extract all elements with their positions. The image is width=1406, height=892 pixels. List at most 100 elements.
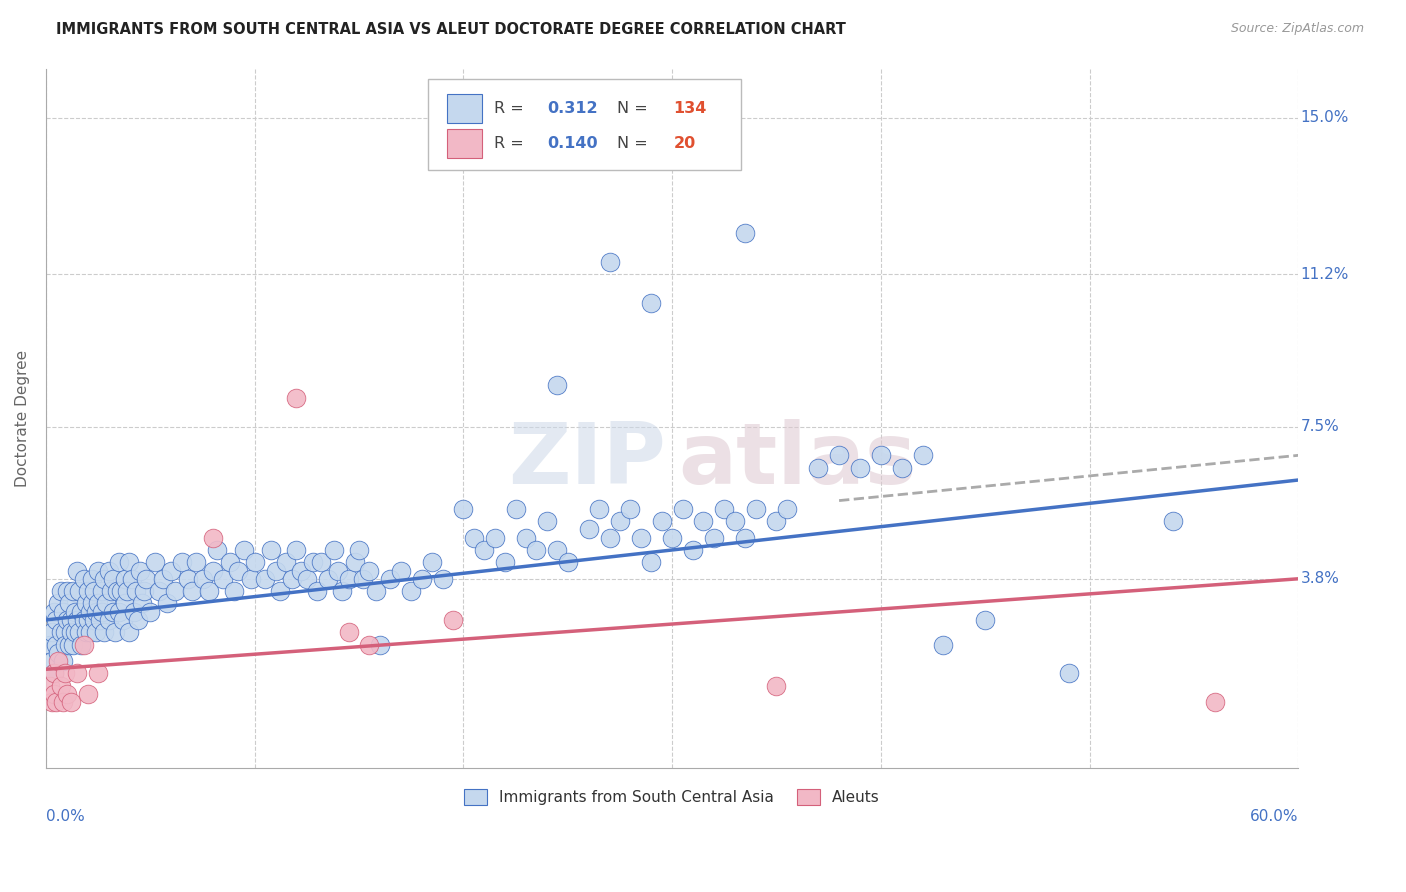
Point: [239, 572, 262, 586]
Point: [328, 564, 350, 578]
Point: [494, 555, 516, 569]
Point: [93, 572, 115, 586]
Point: [170, 555, 193, 569]
Text: 20: 20: [673, 136, 696, 151]
Point: [44, 605, 66, 619]
Point: [83, 613, 105, 627]
Point: [62, 638, 84, 652]
Point: [671, 501, 693, 516]
Point: [143, 555, 166, 569]
Point: [160, 564, 183, 578]
Point: [165, 584, 187, 599]
Point: [453, 501, 475, 516]
Point: [75, 625, 97, 640]
Point: [463, 531, 485, 545]
Point: [72, 613, 94, 627]
Point: [62, 584, 84, 599]
Point: [76, 687, 98, 701]
Point: [45, 695, 67, 709]
Text: ZIP: ZIP: [508, 418, 666, 502]
Point: [135, 572, 157, 586]
Point: [411, 572, 433, 586]
Point: [472, 543, 495, 558]
Point: [41, 654, 63, 668]
Point: [724, 514, 747, 528]
Point: [131, 597, 153, 611]
Point: [58, 597, 80, 611]
Point: [108, 555, 131, 569]
Point: [66, 564, 89, 578]
Point: [96, 597, 118, 611]
Point: [104, 625, 127, 640]
Point: [269, 584, 291, 599]
Point: [110, 584, 132, 599]
Point: [56, 687, 79, 701]
Point: [41, 625, 63, 640]
Point: [76, 584, 98, 599]
Point: [330, 584, 353, 599]
Text: 0.140: 0.140: [547, 136, 598, 151]
Point: [302, 555, 325, 569]
Point: [125, 584, 148, 599]
Point: [337, 625, 360, 640]
Point: [233, 543, 256, 558]
Point: [118, 625, 141, 640]
Point: [58, 638, 80, 652]
Point: [108, 605, 131, 619]
Point: [932, 638, 955, 652]
Point: [546, 378, 568, 392]
Point: [114, 597, 136, 611]
Point: [557, 555, 579, 569]
Point: [640, 555, 662, 569]
Point: [609, 514, 631, 528]
Point: [87, 564, 110, 578]
Point: [80, 597, 103, 611]
Text: 0.312: 0.312: [547, 101, 598, 116]
Point: [368, 638, 391, 652]
Point: [264, 564, 287, 578]
Point: [105, 584, 128, 599]
Point: [67, 584, 90, 599]
Point: [152, 572, 174, 586]
Point: [380, 572, 402, 586]
Text: 134: 134: [673, 101, 707, 116]
Point: [84, 625, 107, 640]
Text: N =: N =: [617, 136, 652, 151]
Point: [260, 543, 283, 558]
Point: [222, 584, 245, 599]
Point: [75, 597, 97, 611]
Text: atlas: atlas: [678, 418, 917, 502]
Point: [87, 666, 110, 681]
Legend: Immigrants from South Central Asia, Aleuts: Immigrants from South Central Asia, Aleu…: [457, 781, 887, 813]
Point: [60, 613, 83, 627]
Point: [807, 460, 830, 475]
Point: [588, 501, 610, 516]
Point: [53, 638, 76, 652]
Point: [505, 501, 527, 516]
Point: [399, 584, 422, 599]
Point: [52, 654, 75, 668]
Point: [347, 543, 370, 558]
Point: [692, 131, 714, 145]
Point: [87, 597, 110, 611]
Point: [526, 543, 548, 558]
Text: 11.2%: 11.2%: [1301, 267, 1350, 282]
Text: 7.5%: 7.5%: [1301, 419, 1340, 434]
Point: [682, 543, 704, 558]
Text: 15.0%: 15.0%: [1301, 111, 1350, 126]
Point: [578, 523, 600, 537]
Point: [112, 613, 135, 627]
Point: [630, 531, 652, 545]
Point: [243, 555, 266, 569]
Point: [389, 564, 412, 578]
Point: [39, 638, 62, 652]
Point: [311, 555, 333, 569]
Point: [432, 572, 454, 586]
Point: [201, 564, 224, 578]
Point: [890, 460, 912, 475]
Point: [128, 564, 150, 578]
Point: [181, 584, 204, 599]
Point: [599, 255, 621, 269]
Point: [713, 501, 735, 516]
Point: [226, 564, 249, 578]
